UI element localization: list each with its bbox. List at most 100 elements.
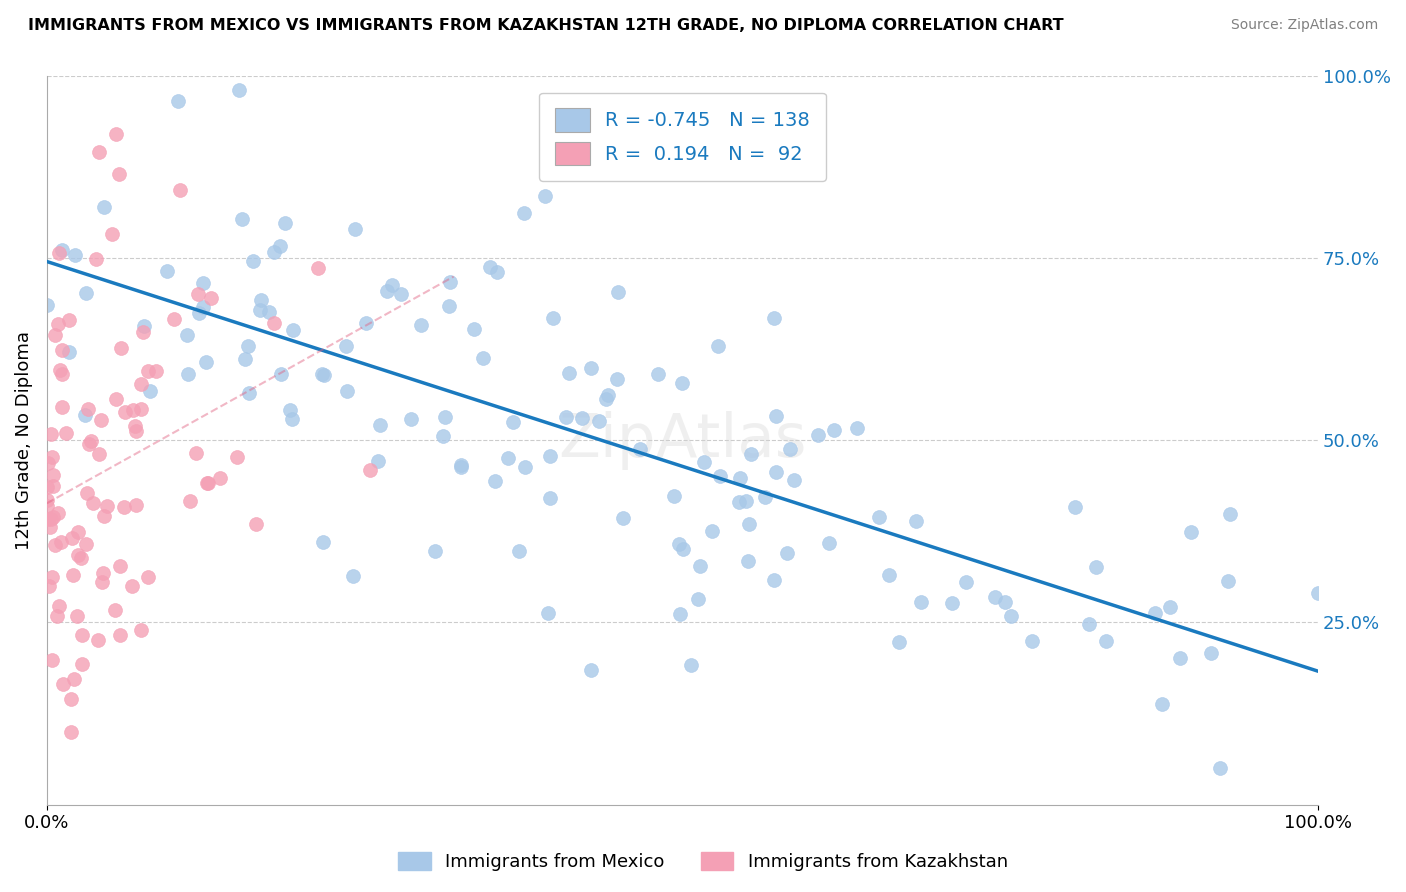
Point xyxy=(51,368,73,382)
Point xyxy=(136,570,159,584)
Point xyxy=(59,692,82,706)
Point xyxy=(70,628,93,642)
Point xyxy=(738,516,761,531)
Point xyxy=(554,410,576,425)
Point xyxy=(1000,608,1022,623)
Point xyxy=(124,498,146,512)
Point xyxy=(263,316,285,330)
Point xyxy=(90,413,112,427)
Point xyxy=(84,252,107,266)
Point xyxy=(245,517,267,532)
Point xyxy=(104,392,127,407)
Point xyxy=(197,475,219,490)
Point xyxy=(579,360,602,375)
Point xyxy=(48,246,70,260)
Point xyxy=(191,277,214,291)
Point xyxy=(671,376,693,390)
Point xyxy=(868,509,890,524)
Point xyxy=(1095,633,1118,648)
Point xyxy=(163,312,186,326)
Point xyxy=(179,494,201,508)
Point xyxy=(166,95,188,109)
Point xyxy=(46,317,69,331)
Point xyxy=(450,459,472,474)
Point xyxy=(51,400,73,414)
Point xyxy=(606,372,628,386)
Point xyxy=(131,401,153,416)
Point xyxy=(93,200,115,214)
Point xyxy=(77,437,100,451)
Point xyxy=(335,339,357,353)
Point xyxy=(75,286,97,301)
Point xyxy=(37,512,59,526)
Point xyxy=(513,206,536,220)
Point xyxy=(114,404,136,418)
Point xyxy=(257,305,280,319)
Point xyxy=(124,419,146,434)
Point xyxy=(37,499,59,513)
Point xyxy=(533,189,555,203)
Point xyxy=(51,243,73,257)
Point xyxy=(58,313,80,327)
Point xyxy=(51,534,73,549)
Point xyxy=(1150,698,1173,712)
Point xyxy=(1209,761,1232,775)
Point xyxy=(307,261,329,276)
Point xyxy=(42,479,65,493)
Point xyxy=(508,544,530,558)
Point xyxy=(209,471,232,485)
Point xyxy=(1084,560,1107,574)
Legend: R = -0.745   N = 138, R =  0.194   N =  92: R = -0.745 N = 138, R = 0.194 N = 92 xyxy=(540,93,825,181)
Point xyxy=(807,428,830,442)
Point xyxy=(734,493,756,508)
Point xyxy=(91,566,114,580)
Point xyxy=(79,434,101,448)
Point xyxy=(543,310,565,325)
Point xyxy=(432,429,454,443)
Point xyxy=(39,520,62,534)
Point xyxy=(463,322,485,336)
Point xyxy=(381,277,404,292)
Point xyxy=(689,559,711,574)
Point xyxy=(263,245,285,260)
Point xyxy=(169,183,191,197)
Point xyxy=(312,368,335,383)
Point xyxy=(910,595,932,609)
Point xyxy=(628,442,651,457)
Text: ZipAtlas: ZipAtlas xyxy=(558,410,807,469)
Point xyxy=(283,323,305,337)
Point xyxy=(231,211,253,226)
Point xyxy=(281,412,304,426)
Point xyxy=(122,402,145,417)
Point xyxy=(513,459,536,474)
Point xyxy=(226,450,249,464)
Point xyxy=(779,442,801,456)
Point xyxy=(48,599,70,614)
Point xyxy=(471,351,494,365)
Point xyxy=(186,446,208,460)
Point xyxy=(236,339,259,353)
Point xyxy=(368,417,391,432)
Point xyxy=(145,364,167,378)
Point xyxy=(37,456,59,470)
Point xyxy=(58,344,80,359)
Point xyxy=(818,536,841,550)
Point xyxy=(375,284,398,298)
Point xyxy=(108,559,131,574)
Point xyxy=(129,623,152,637)
Point xyxy=(60,724,83,739)
Point xyxy=(439,275,461,289)
Point xyxy=(709,469,731,483)
Point xyxy=(66,609,89,624)
Point xyxy=(195,354,218,368)
Point xyxy=(49,363,72,377)
Point xyxy=(359,463,381,477)
Point xyxy=(955,574,977,589)
Point xyxy=(93,509,115,524)
Point xyxy=(41,653,63,667)
Text: IMMIGRANTS FROM MEXICO VS IMMIGRANTS FROM KAZAKHSTAN 12TH GRADE, NO DIPLOMA CORR: IMMIGRANTS FROM MEXICO VS IMMIGRANTS FRO… xyxy=(28,18,1064,33)
Point xyxy=(121,579,143,593)
Point xyxy=(994,595,1017,609)
Point xyxy=(941,596,963,610)
Point xyxy=(35,298,58,312)
